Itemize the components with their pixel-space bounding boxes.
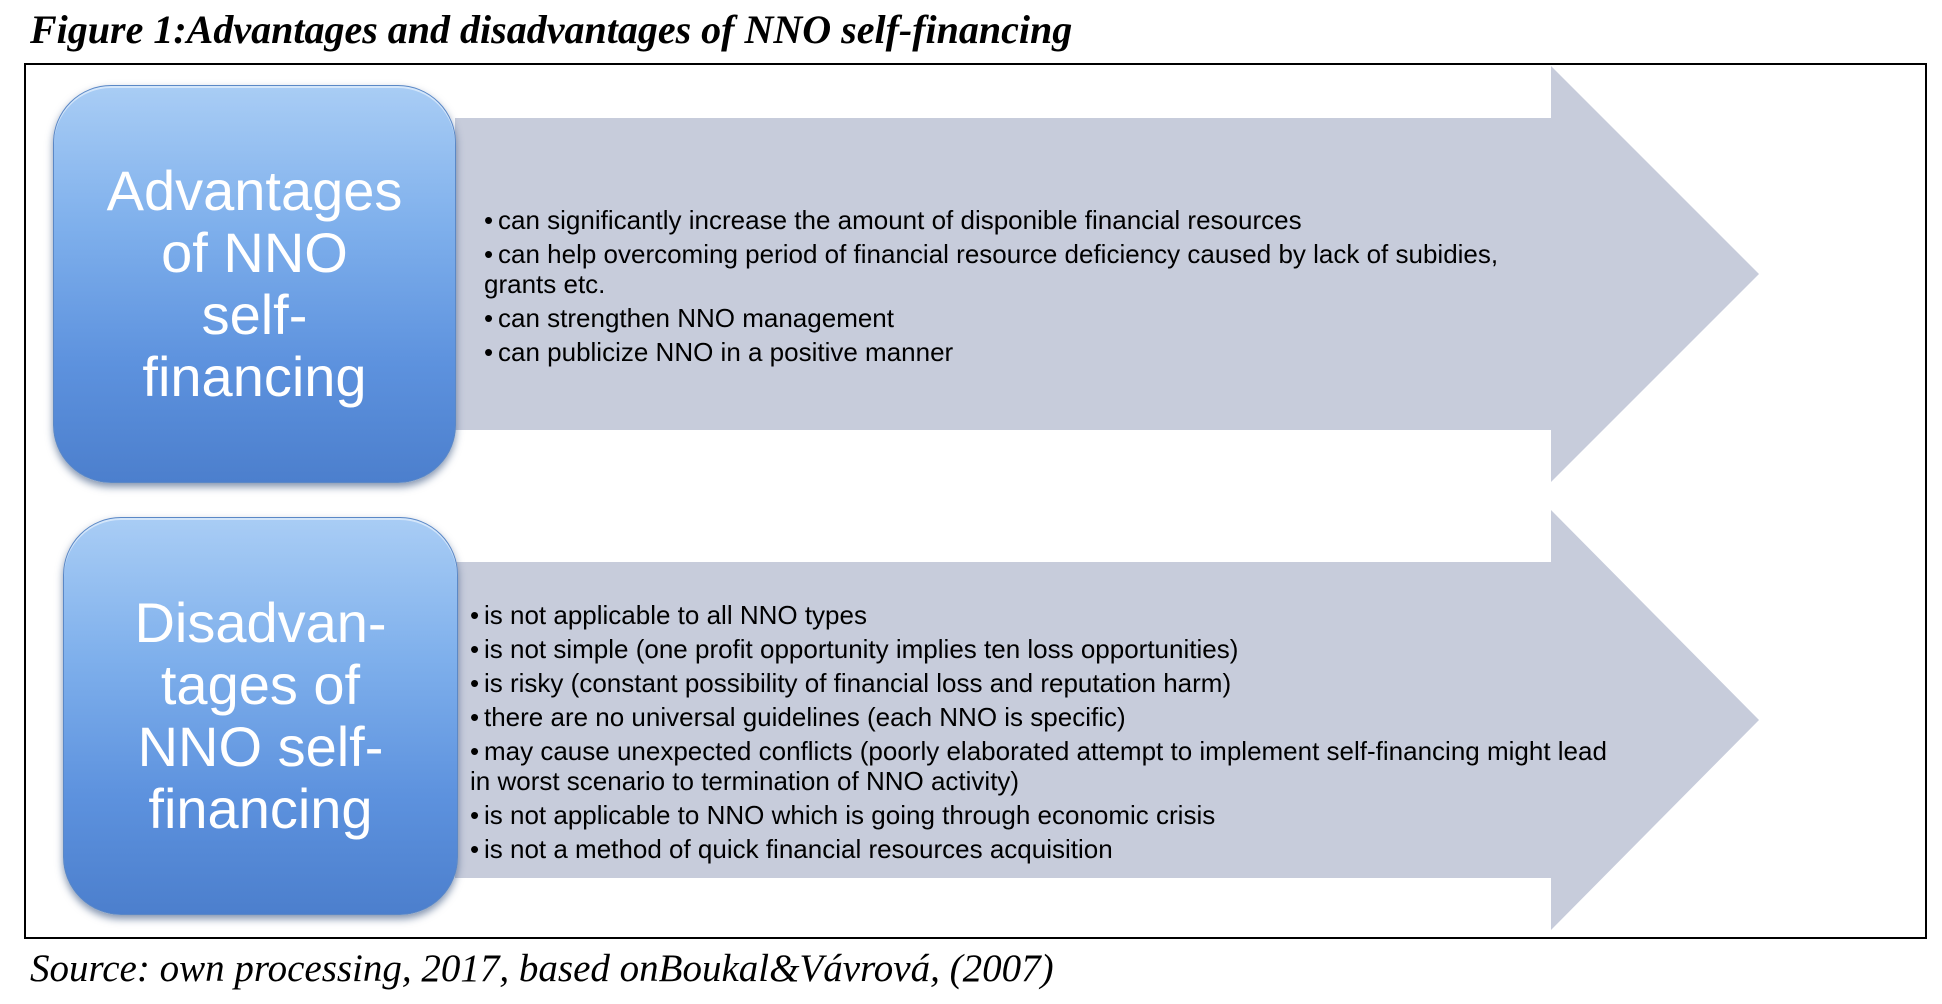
disadvantages-item-text: is not simple (one profit opportunity im…: [484, 634, 1238, 664]
advantages-label-line: self-: [202, 284, 308, 346]
disadvantages-list-item: • is not simple (one profit opportunity i…: [470, 634, 1620, 664]
advantages-list-item: • can help overcoming period of financial…: [484, 239, 1504, 299]
disadvantages-list-item: • may cause unexpected conflicts (poorly …: [470, 736, 1620, 796]
disadvantages-item-text: there are no universal guidelines (each …: [484, 702, 1126, 732]
disadvantages-list-item: • is not applicable to NNO which is going…: [470, 800, 1620, 830]
bullet-icon: •: [470, 634, 484, 664]
advantages-item-text: can significantly increase the amount of…: [498, 205, 1302, 235]
advantages-item-text: can publicize NNO in a positive manner: [498, 337, 953, 367]
advantages-label-box: Advantages of NNO self- financing: [53, 85, 456, 483]
bullet-icon: •: [470, 834, 484, 864]
bullet-icon: •: [470, 702, 484, 732]
disadvantages-item-text: may cause unexpected conflicts (poorly e…: [470, 736, 1607, 796]
figure-title: Figure 1:Advantages and disadvantages of…: [30, 6, 1072, 53]
disadvantages-item-text: is not applicable to NNO which is going …: [484, 800, 1215, 830]
advantages-list-item: • can significantly increase the amount o…: [484, 205, 1504, 235]
disadvantages-list-item: • is not applicable to all NNO types: [470, 600, 1620, 630]
disadvantages-list-item: • is not a method of quick financial reso…: [470, 834, 1620, 864]
disadvantages-list-item: • is risky (constant possibility of finan…: [470, 668, 1620, 698]
bullet-icon: •: [484, 239, 498, 269]
bullet-icon: •: [484, 337, 498, 367]
bullet-icon: •: [470, 668, 484, 698]
disadvantages-label-line: Disadvan-: [134, 592, 386, 654]
bullet-icon: •: [470, 600, 484, 630]
advantages-label-line: Advantages: [107, 160, 403, 222]
advantages-label-line: of NNO: [161, 222, 348, 284]
disadvantages-label-box: Disadvan- tages of NNO self- financing: [63, 517, 458, 915]
disadvantages-label-line: financing: [148, 778, 372, 840]
bullet-icon: •: [484, 303, 498, 333]
disadvantages-item-text: is not a method of quick financial resou…: [484, 834, 1113, 864]
bullet-icon: •: [470, 800, 484, 830]
disadvantages-label-line: NNO self-: [138, 716, 384, 778]
disadvantages-label-line: tages of: [161, 654, 360, 716]
advantages-item-text: can strengthen NNO management: [498, 303, 894, 333]
advantages-item-text: can help overcoming period of financial …: [484, 239, 1498, 299]
disadvantages-item-text: is risky (constant possibility of financ…: [484, 668, 1231, 698]
disadvantages-item-text: is not applicable to all NNO types: [484, 600, 867, 630]
advantages-label-line: financing: [142, 346, 366, 408]
disadvantages-list: • is not applicable to all NNO types • is …: [470, 600, 1620, 868]
advantages-list-item: • can publicize NNO in a positive manner: [484, 337, 1504, 367]
advantages-list-item: • can strengthen NNO management: [484, 303, 1504, 333]
source-caption: Source: own processing, 2017, based onBo…: [30, 946, 1054, 991]
bullet-icon: •: [470, 736, 484, 766]
disadvantages-list-item: • there are no universal guidelines (each…: [470, 702, 1620, 732]
bullet-icon: •: [484, 205, 498, 235]
advantages-list: • can significantly increase the amount o…: [484, 205, 1504, 371]
